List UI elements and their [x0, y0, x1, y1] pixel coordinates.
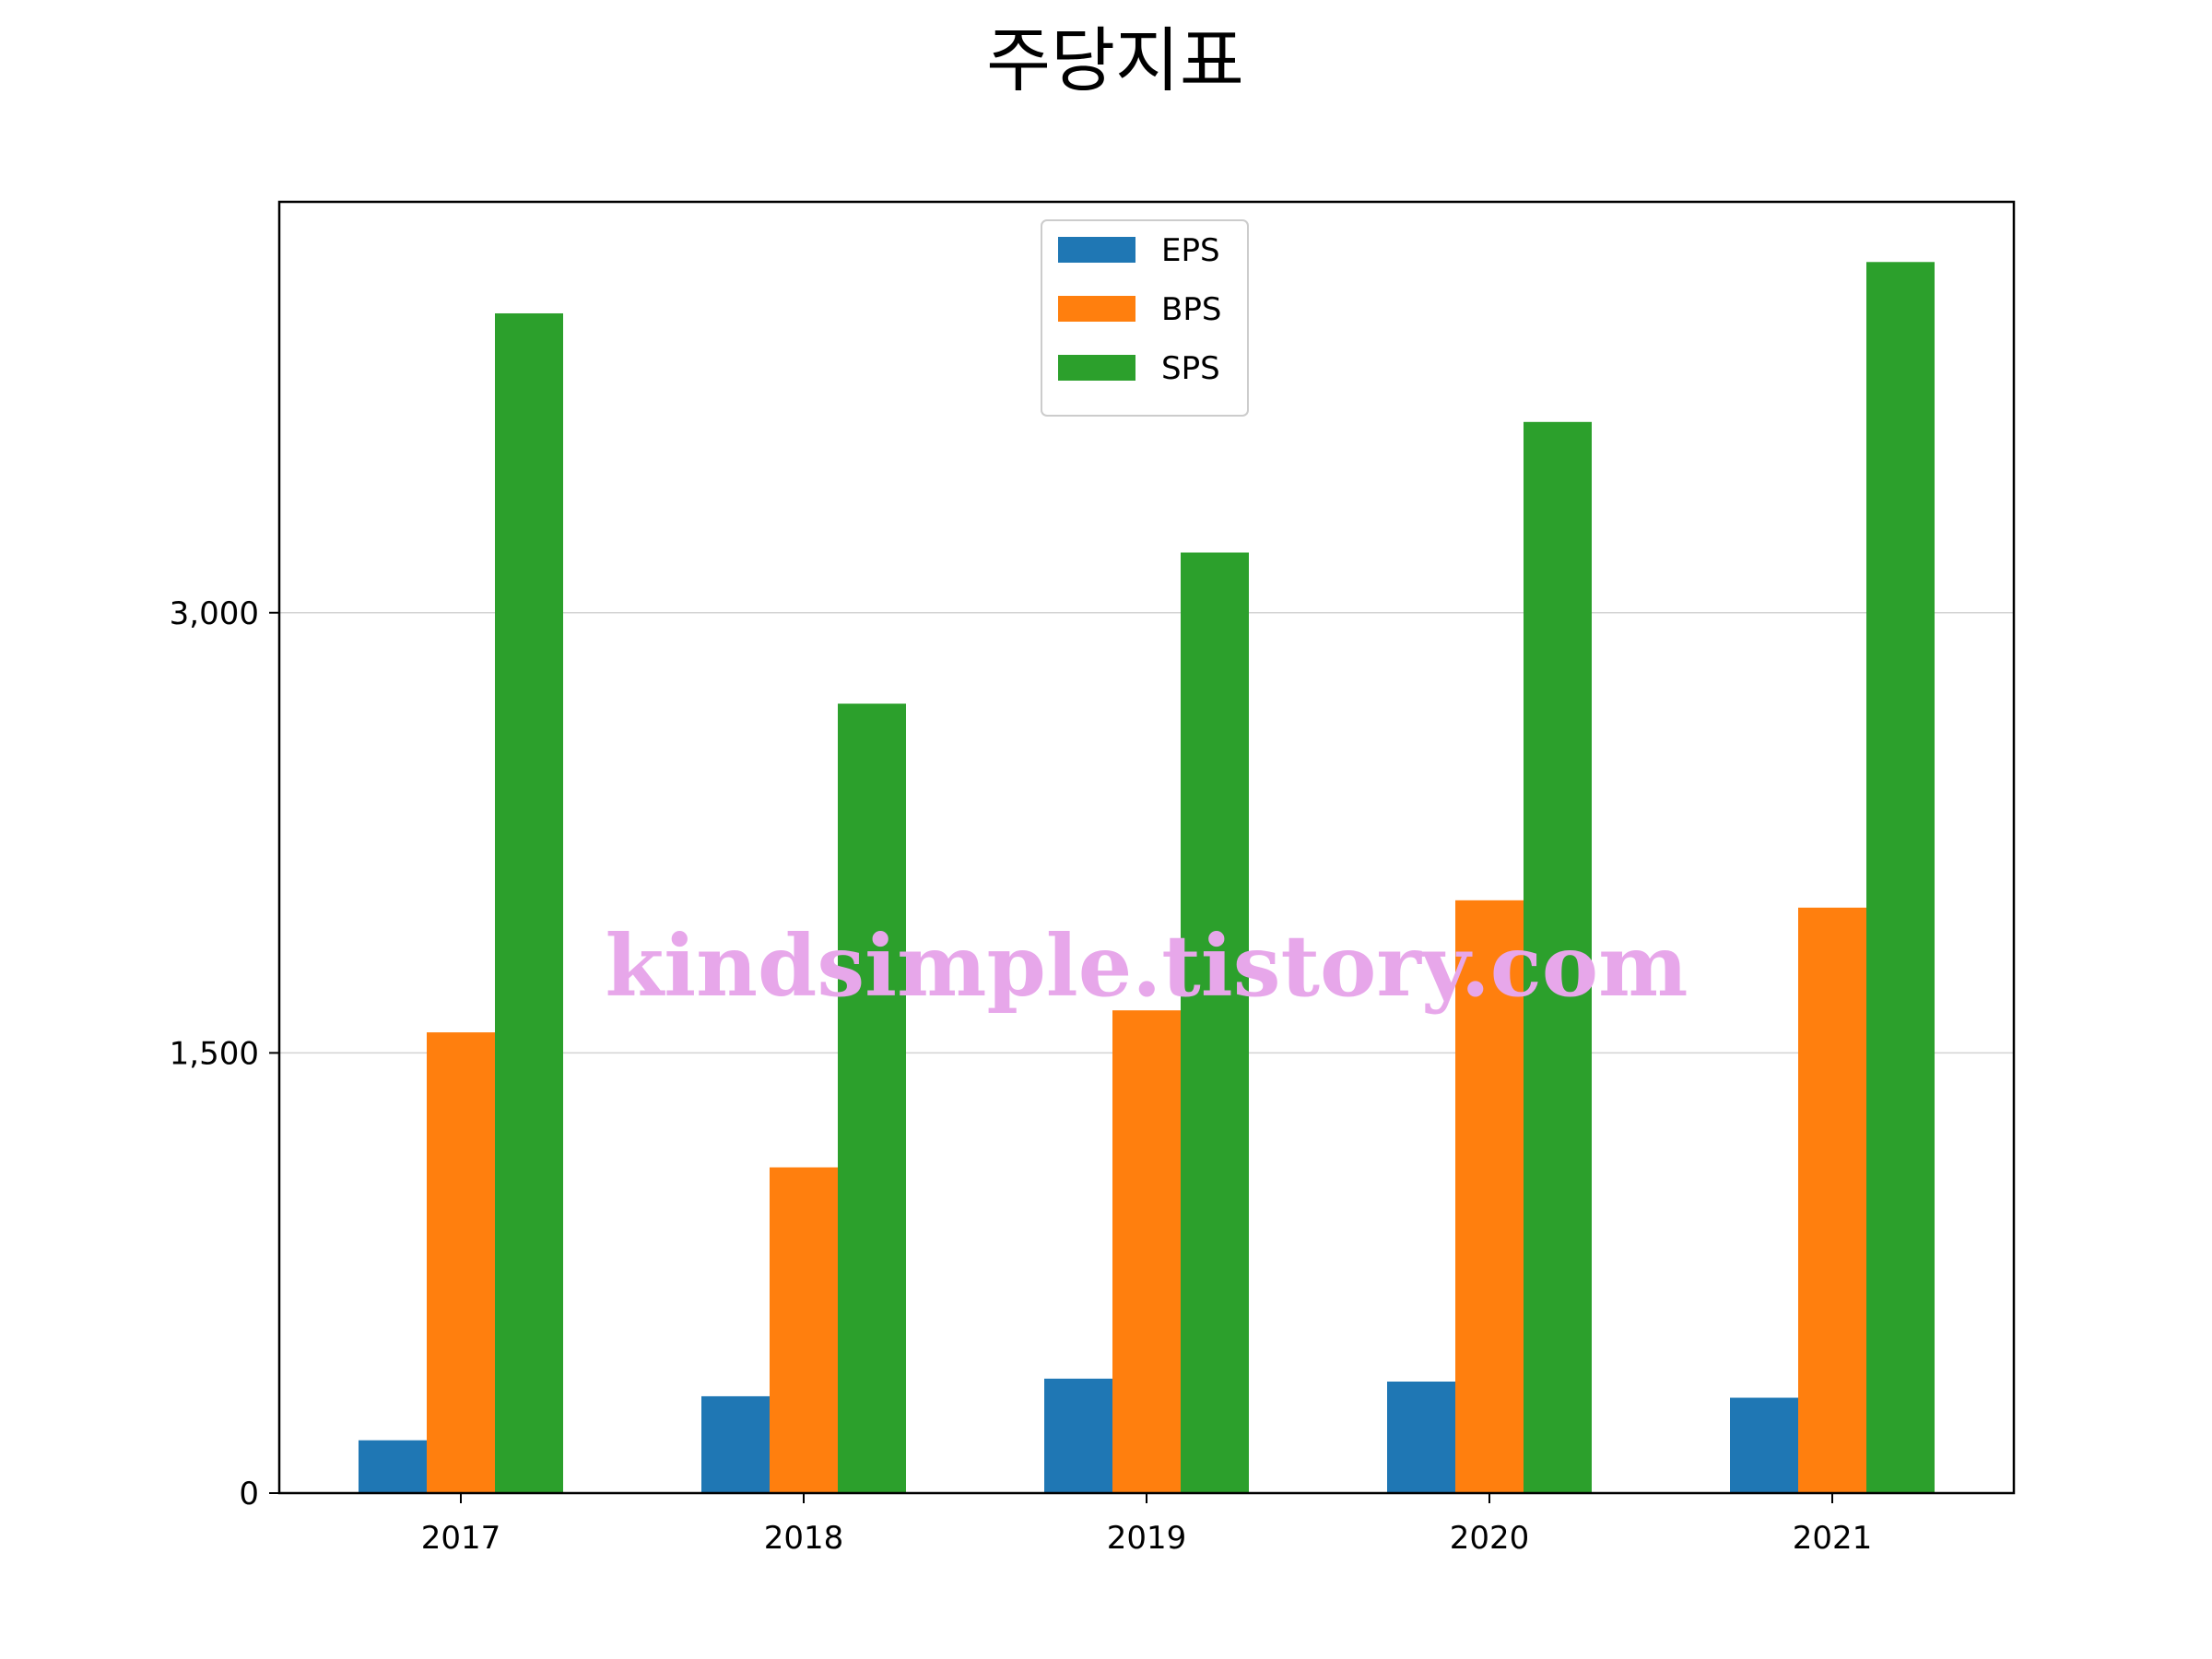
watermark: kindsimple.tistory.com [605, 916, 1688, 1016]
bar-sps-2017 [495, 312, 563, 1493]
bar-sps-2019 [1181, 552, 1249, 1493]
x-tick-label: 2018 [764, 1520, 844, 1557]
bar-sps-2018 [838, 703, 906, 1493]
bar-eps-2021 [1730, 1397, 1798, 1493]
bar-eps-2018 [701, 1395, 770, 1493]
x-tick-label: 2019 [1107, 1520, 1187, 1557]
bar-bps-2020 [1455, 900, 1524, 1493]
y-tick-label: 0 [239, 1476, 259, 1512]
bar-sps-2020 [1524, 421, 1592, 1493]
bar-bps-2019 [1112, 1010, 1181, 1493]
x-tick-label: 2021 [1793, 1520, 1873, 1557]
bar-eps-2020 [1387, 1382, 1455, 1493]
legend-swatch-bps [1058, 296, 1135, 322]
x-tick-label: 2017 [421, 1520, 501, 1557]
y-tick-label: 1,500 [170, 1035, 259, 1072]
bar-bps-2017 [427, 1032, 495, 1493]
x-axis: 2017 2018 2019 2020 2021 [421, 1493, 1873, 1557]
bar-eps-2019 [1044, 1378, 1112, 1493]
legend-swatch-sps [1058, 355, 1135, 381]
y-tick-label: 3,000 [170, 595, 259, 632]
bars [359, 262, 1935, 1493]
legend: EPS BPS SPS [1041, 219, 1249, 417]
chart-title: 주당지표 [986, 19, 1244, 101]
legend-label-sps: SPS [1161, 350, 1220, 387]
bar-bps-2018 [770, 1167, 838, 1493]
legend-label-bps: BPS [1161, 291, 1221, 328]
bar-sps-2021 [1866, 262, 1935, 1493]
x-tick-label: 2020 [1450, 1520, 1530, 1557]
bar-eps-2017 [359, 1440, 427, 1493]
legend-label-eps: EPS [1161, 232, 1220, 269]
legend-swatch-eps [1058, 237, 1135, 263]
bar-bps-2021 [1798, 907, 1866, 1493]
y-axis: 0 1,500 3,000 [170, 595, 279, 1512]
